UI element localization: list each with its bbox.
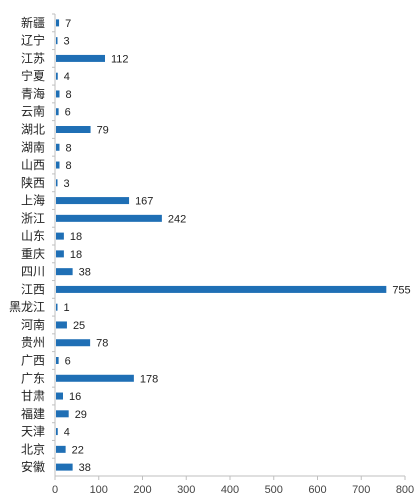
labels-group: 新疆 7 辽宁 3 江苏 112 宁夏 4 青海 8 云南 6 湖北 79 湖南 8 山西 8 陕西 3 上海 167 浙江…: [9, 15, 411, 474]
data-label: 18: [70, 231, 82, 243]
category-label: 贵州: [21, 336, 45, 350]
bar: [56, 232, 64, 240]
x-tick-label: 800: [396, 484, 414, 496]
data-label: 178: [140, 373, 158, 385]
x-tick-label: 700: [352, 484, 370, 496]
data-label: 6: [65, 107, 71, 119]
data-label: 7: [65, 18, 71, 30]
category-label: 重庆: [21, 247, 45, 261]
data-label: 8: [66, 142, 72, 154]
x-tick-label: 200: [133, 484, 151, 496]
category-label: 北京: [21, 442, 45, 456]
bar: [56, 250, 64, 258]
data-label: 79: [97, 125, 109, 137]
bar: [56, 72, 58, 80]
category-label: 辽宁: [21, 33, 45, 48]
data-label: 4: [64, 71, 70, 83]
bar: [56, 19, 60, 27]
bar: [56, 321, 67, 329]
category-label: 山西: [21, 158, 45, 172]
category-label: 福建: [21, 406, 45, 421]
category-label: 浙江: [21, 211, 45, 225]
data-label: 112: [111, 53, 129, 65]
category-label: 湖南: [21, 139, 45, 154]
bar: [56, 143, 60, 151]
data-label: 29: [75, 409, 87, 421]
data-label: 1: [64, 302, 70, 314]
data-label: 8: [66, 160, 72, 172]
bar: [56, 54, 105, 62]
data-label: 6: [65, 356, 71, 368]
data-label: 755: [392, 284, 410, 296]
category-label: 江苏: [21, 51, 45, 65]
category-label: 青海: [21, 86, 45, 101]
bar: [56, 303, 58, 311]
x-tick-label: 100: [90, 484, 108, 496]
bar: [56, 179, 58, 187]
data-label: 18: [70, 249, 82, 261]
x-tick-label: 300: [177, 484, 195, 496]
data-label: 78: [96, 338, 108, 350]
x-tick-label: 0: [52, 484, 58, 496]
bar: [56, 268, 73, 276]
category-label: 广西: [21, 354, 45, 368]
bar: [56, 197, 130, 205]
bar: [56, 428, 58, 436]
category-label: 河南: [21, 317, 45, 332]
data-label: 3: [64, 178, 70, 190]
category-label: 上海: [21, 193, 45, 208]
category-label: 云南: [21, 104, 45, 119]
category-label: 江西: [21, 282, 45, 296]
data-label: 4: [64, 427, 70, 439]
bar: [56, 357, 59, 364]
bar: [56, 374, 134, 382]
bar: [56, 339, 91, 347]
data-label: 22: [72, 444, 84, 456]
category-label: 宁夏: [21, 68, 45, 83]
bar: [56, 108, 59, 116]
bar: [56, 445, 66, 453]
axis-group: 0 100 200 300 400 500 600 700 800: [52, 13, 414, 496]
bar: [56, 410, 69, 418]
category-label: 甘肃: [21, 389, 45, 403]
data-label: 16: [69, 391, 81, 403]
data-label: 8: [66, 89, 72, 101]
category-label: 湖北: [21, 122, 45, 137]
bar: [56, 392, 63, 400]
bar: [56, 90, 60, 98]
category-label: 广东: [21, 371, 45, 385]
data-label: 25: [73, 320, 85, 332]
category-label: 天津: [21, 425, 45, 439]
data-label: 38: [79, 462, 91, 474]
category-label: 陕西: [21, 175, 45, 190]
bar: [56, 161, 60, 169]
bar: [56, 37, 58, 45]
category-label: 安徽: [21, 459, 45, 474]
category-label: 四川: [21, 265, 45, 279]
bar: [56, 285, 387, 293]
data-label: 167: [135, 196, 153, 208]
bar: [56, 463, 73, 471]
x-tick-label: 600: [308, 484, 326, 496]
data-label: 38: [79, 267, 91, 279]
category-label: 黑龙江: [9, 300, 45, 314]
category-label: 新疆: [21, 15, 45, 30]
bar: [56, 214, 162, 222]
x-tick-label: 400: [221, 484, 239, 496]
data-label: 3: [64, 36, 70, 48]
bars-group: [56, 19, 387, 471]
x-tick-label: 500: [265, 484, 283, 496]
data-label: 242: [168, 213, 186, 225]
bar: [56, 126, 91, 133]
category-label: 山东: [21, 229, 45, 243]
